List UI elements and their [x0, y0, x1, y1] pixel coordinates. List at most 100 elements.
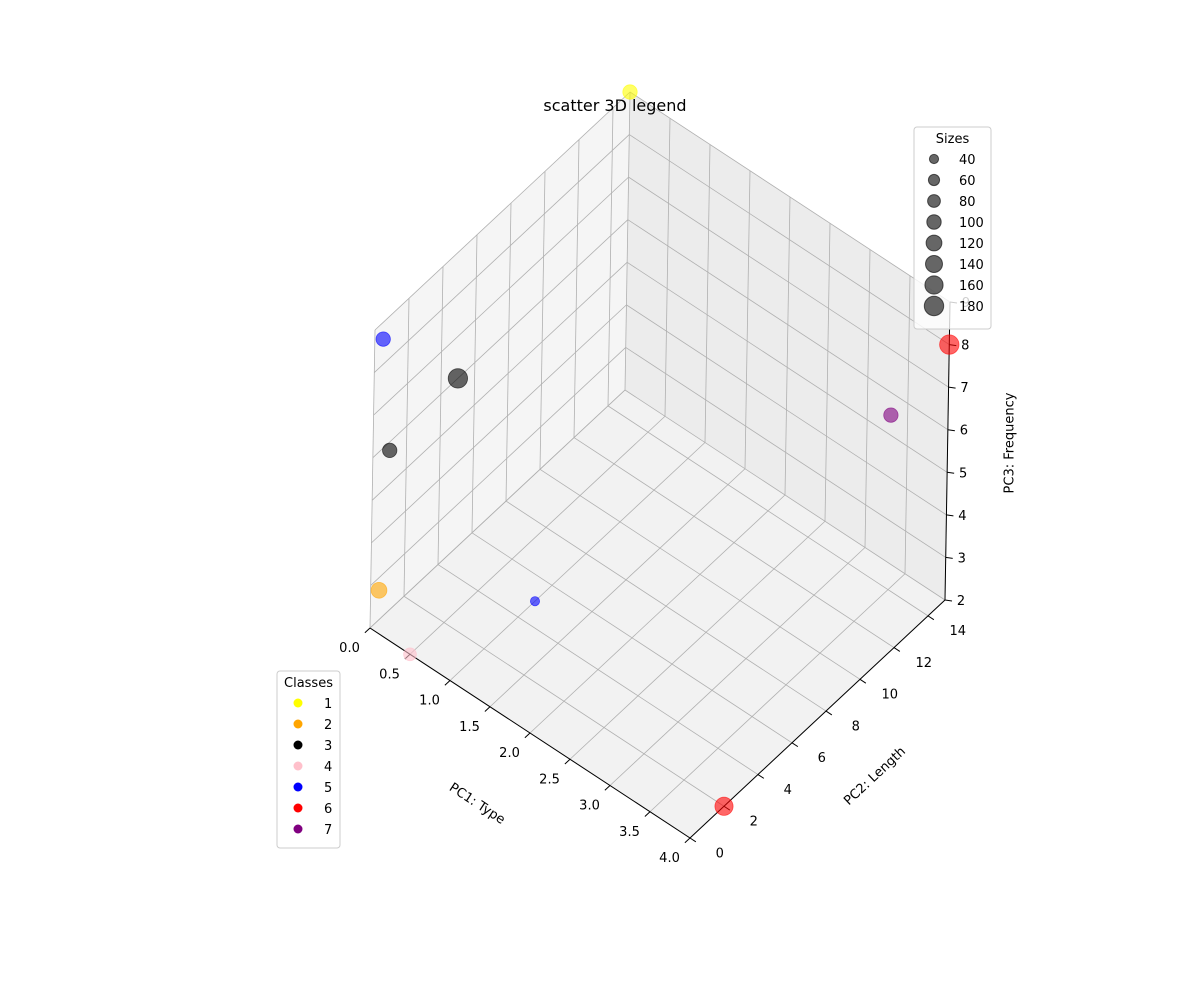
size-legend-label: 140 [959, 258, 984, 273]
class-legend-label: 7 [324, 823, 332, 838]
grid-line-y-side [505, 203, 512, 502]
sizes-legend: Sizes 40 60 80 100 120 140 160 180 [913, 126, 992, 330]
grid-line-y-side [437, 266, 444, 565]
grid-line-y-side [573, 139, 580, 438]
class-legend-marker [293, 803, 303, 813]
y-tick [757, 774, 765, 779]
size-legend-marker [927, 173, 941, 187]
grid-line-z-back [629, 91, 951, 303]
grid-line-y-side [369, 329, 376, 629]
grid-line-y-floor [539, 468, 861, 680]
size-legend-marker [925, 234, 943, 252]
y-tick-label: 6 [818, 751, 826, 766]
grid-line-y-floor [471, 532, 793, 744]
grid-line-z-side [371, 304, 627, 544]
data-point [370, 581, 388, 599]
size-legend-marker [924, 275, 944, 295]
grid-line-x-floor [569, 520, 826, 760]
z-tick-label: 8 [961, 339, 969, 354]
grid-line-x-floor [409, 415, 666, 655]
grid-line-x-back [784, 196, 791, 496]
z-tick-label: 2 [957, 594, 965, 609]
z-tick [947, 471, 955, 474]
size-legend-label: 180 [959, 300, 984, 315]
data-point [403, 647, 417, 662]
grid-line-y-floor [403, 595, 725, 807]
grid-line-z-side [369, 389, 626, 629]
data-points [370, 84, 960, 816]
data-point [530, 596, 541, 607]
grid-line-x-floor [449, 442, 706, 681]
z-tick [944, 599, 953, 602]
grid-line-x-back [744, 170, 751, 469]
grid-line-x-back [704, 144, 711, 443]
x-tick-label: 4.0 [659, 851, 680, 866]
x-tick-label: 1.5 [459, 720, 480, 735]
y-tick [893, 647, 901, 652]
grid-line-y-floor [573, 437, 895, 648]
z-axis-label: PC3: Frequency [1003, 392, 1018, 493]
size-legend-label: 160 [959, 279, 984, 294]
size-legend-label: 100 [959, 216, 984, 231]
y-tick-label: 8 [852, 719, 860, 734]
size-legend-label: 120 [959, 237, 984, 252]
class-legend-marker [293, 719, 303, 729]
class-legend-label: 3 [324, 739, 332, 754]
x-tick-label: 3.5 [619, 825, 640, 840]
grid-line-x-back [664, 118, 671, 417]
z-tick-label: 7 [960, 381, 968, 396]
x-tick-label: 2.5 [539, 772, 560, 787]
x-tick-label: 1.0 [419, 694, 440, 709]
grid-line-z-side [373, 176, 629, 416]
grid-line-z-back [624, 389, 946, 601]
data-point [939, 334, 960, 355]
chart-title: scatter 3D legend [543, 96, 686, 115]
class-legend-label: 4 [324, 760, 332, 775]
y-tick [927, 615, 935, 621]
grid-line-z-side [374, 91, 631, 331]
y-tick-label: 14 [949, 624, 966, 639]
size-legend-marker [927, 194, 941, 208]
x-tick [364, 627, 371, 634]
grid-lines [369, 91, 951, 839]
x-tick [684, 837, 691, 844]
grid-line-z-back [626, 261, 948, 473]
z-tick [948, 386, 956, 389]
x-tick [604, 785, 611, 791]
z-tick-label: 3 [958, 551, 966, 566]
grid-line-z-side [372, 219, 629, 459]
grid-line-x-back [864, 249, 871, 548]
y-tick-label: 0 [716, 846, 724, 861]
class-legend-label: 5 [324, 781, 332, 796]
y-axis-label: PC2: Length [841, 744, 909, 809]
grid-line-z-back [627, 219, 949, 431]
z-tick-label: 5 [959, 466, 967, 481]
classes-legend-title: Classes [284, 676, 333, 691]
grid-line-z-back [626, 304, 947, 516]
x-tick-label: 0.5 [379, 667, 400, 682]
grid-line-y-side [471, 234, 478, 533]
x-tick [644, 811, 651, 817]
grid-line-z-back [629, 134, 950, 345]
data-point [375, 331, 391, 347]
side-pane [370, 92, 630, 628]
grid-line-x-floor [489, 468, 746, 708]
x-tick-label: 2.0 [499, 746, 520, 761]
z-tick [945, 556, 953, 559]
x-tick-label: 0.0 [339, 641, 360, 656]
y-tick-label: 10 [881, 688, 898, 703]
y-tick [859, 678, 867, 684]
axes-panes [370, 92, 950, 838]
z-tick [946, 514, 954, 517]
class-legend-marker [293, 782, 303, 792]
classes-legend: Classes 1 2 3 4 5 6 7 [276, 670, 341, 849]
y-tick-label: 2 [750, 815, 758, 830]
sizes-legend-title: Sizes [936, 132, 970, 147]
data-point [622, 84, 638, 100]
data-point [883, 407, 899, 423]
grid-line-z-back [628, 176, 949, 388]
class-legend-label: 2 [324, 718, 332, 733]
size-legend-marker [923, 295, 945, 317]
